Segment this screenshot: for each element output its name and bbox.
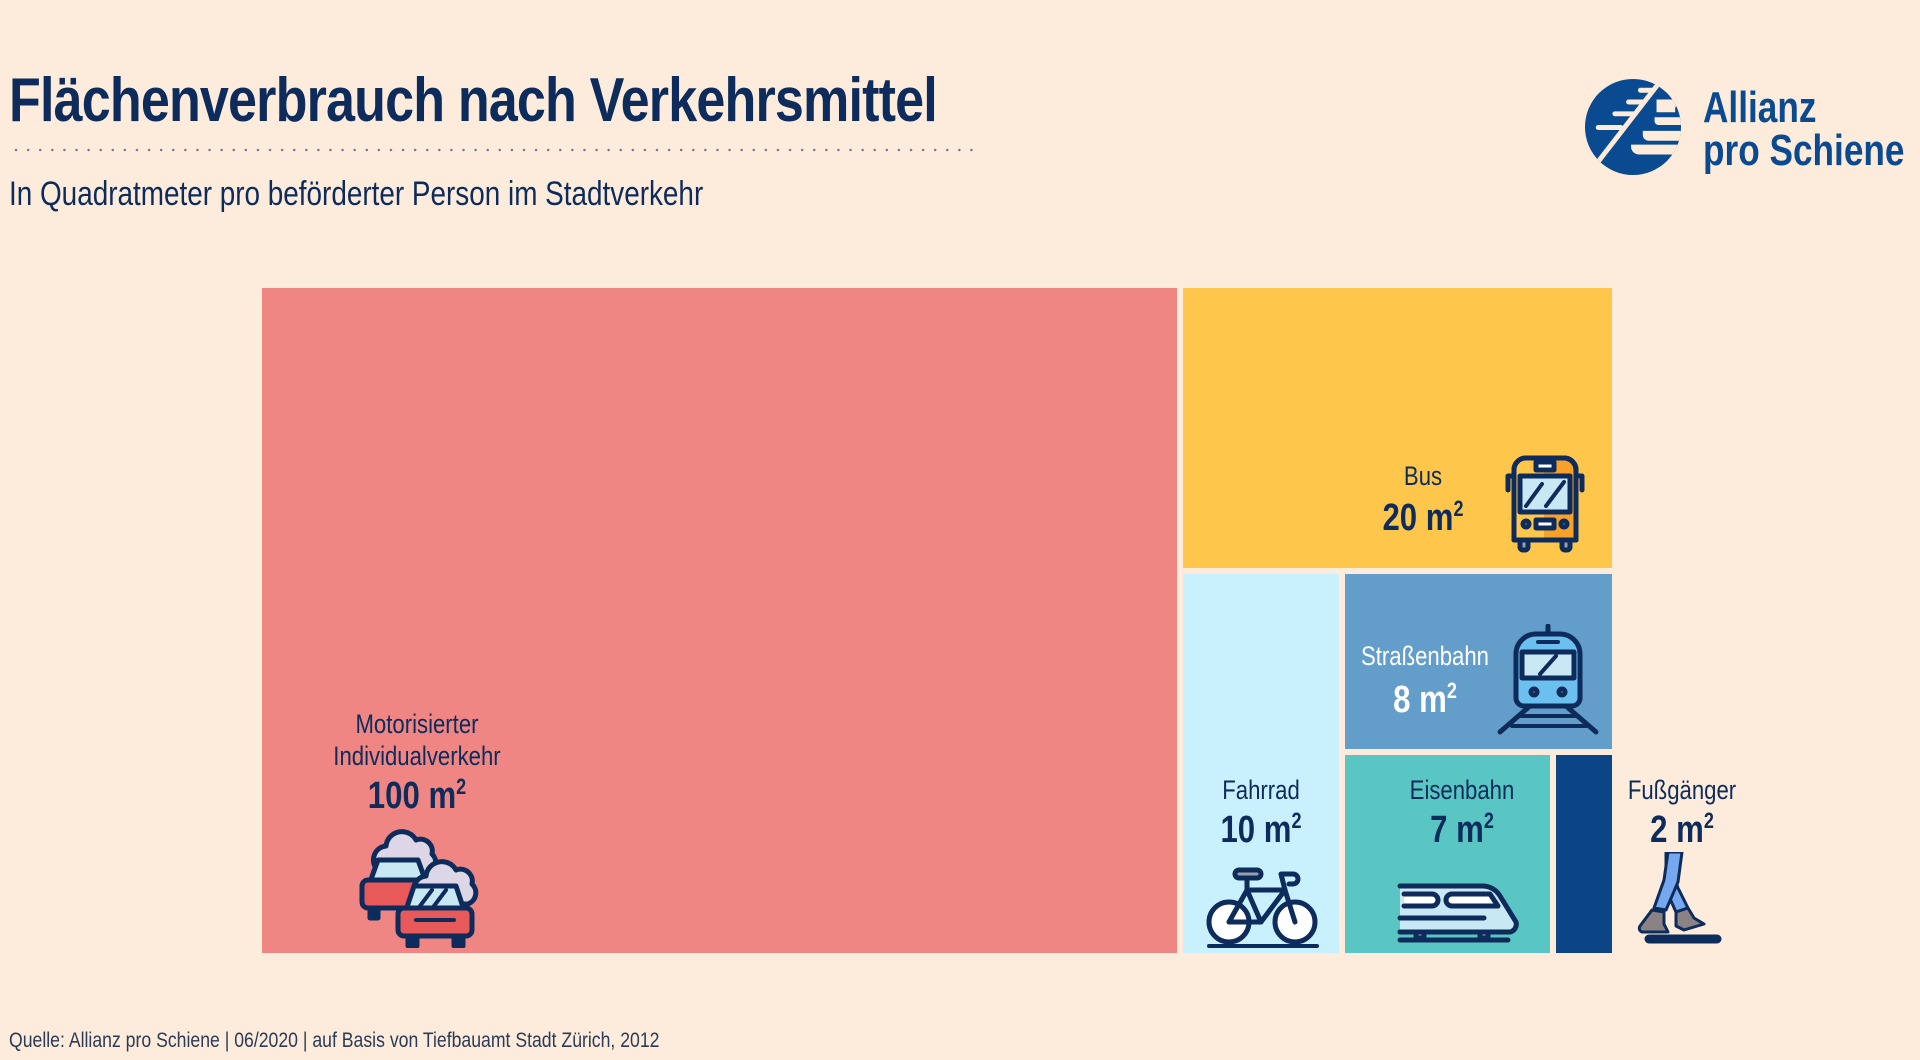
bus-icon (1505, 455, 1585, 553)
value-strassenbahn: 8 m2 (1384, 678, 1466, 721)
label-motorisierter-individualverkehr: Motorisierter Individualverkehr (319, 708, 516, 772)
value-text: 10 m (1220, 809, 1292, 851)
logo-line-1: Allianz (1703, 83, 1817, 132)
value-superscript: 2 (1446, 678, 1457, 703)
logo-emblem-icon (1584, 78, 1682, 176)
train-icon (1397, 883, 1519, 943)
value-eisenbahn: 7 m2 (1421, 808, 1503, 851)
logo-line-2: pro Schiene (1703, 126, 1905, 175)
value-text: 100 m (367, 775, 457, 817)
tram-icon (1497, 624, 1599, 735)
source-note: Quelle: Allianz pro Schiene | 06/2020 | … (9, 1029, 660, 1052)
allianz-pro-schiene-logo: Allianz pro Schiene (1584, 78, 1914, 178)
chart-subtitle: In Quadratmeter pro beförderter Person i… (9, 175, 704, 213)
label-fahrrad: Fahrrad (1222, 775, 1300, 805)
value-fahrrad: 10 m2 (1212, 808, 1310, 851)
value-superscript: 2 (1291, 808, 1302, 833)
chart-title: Flächenverbrauch nach Verkehrsmittel (9, 66, 938, 135)
value-superscript: 2 (1703, 808, 1714, 833)
value-text: 20 m (1382, 497, 1454, 539)
bicycle-icon (1206, 867, 1319, 948)
label-line: Individualverkehr (333, 741, 501, 771)
label-line: Motorisierter (355, 709, 479, 739)
label-strassenbahn: Straßenbahn (1360, 641, 1489, 671)
value-text: 8 m (1393, 679, 1447, 721)
value-text: 7 m (1430, 809, 1484, 851)
value-fussgaenger: 2 m2 (1641, 808, 1723, 851)
tile-fussgaenger (1555, 755, 1612, 953)
label-fussgaenger: Fußgänger (1627, 775, 1737, 805)
value-motorisierter-individualverkehr: 100 m2 (335, 774, 499, 817)
cars-traffic-icon (359, 829, 479, 948)
value-text: 2 m (1650, 809, 1704, 851)
label-bus: Bus (1403, 461, 1443, 491)
value-superscript: 2 (456, 774, 467, 799)
value-superscript: 2 (1453, 496, 1464, 521)
label-eisenbahn: Eisenbahn (1409, 775, 1515, 805)
value-bus: 20 m2 (1374, 496, 1472, 539)
title-divider (10, 148, 982, 152)
logo-wordmark: Allianz pro Schiene (1703, 83, 1905, 175)
walking-feet-icon (1637, 852, 1722, 944)
value-superscript: 2 (1483, 808, 1494, 833)
